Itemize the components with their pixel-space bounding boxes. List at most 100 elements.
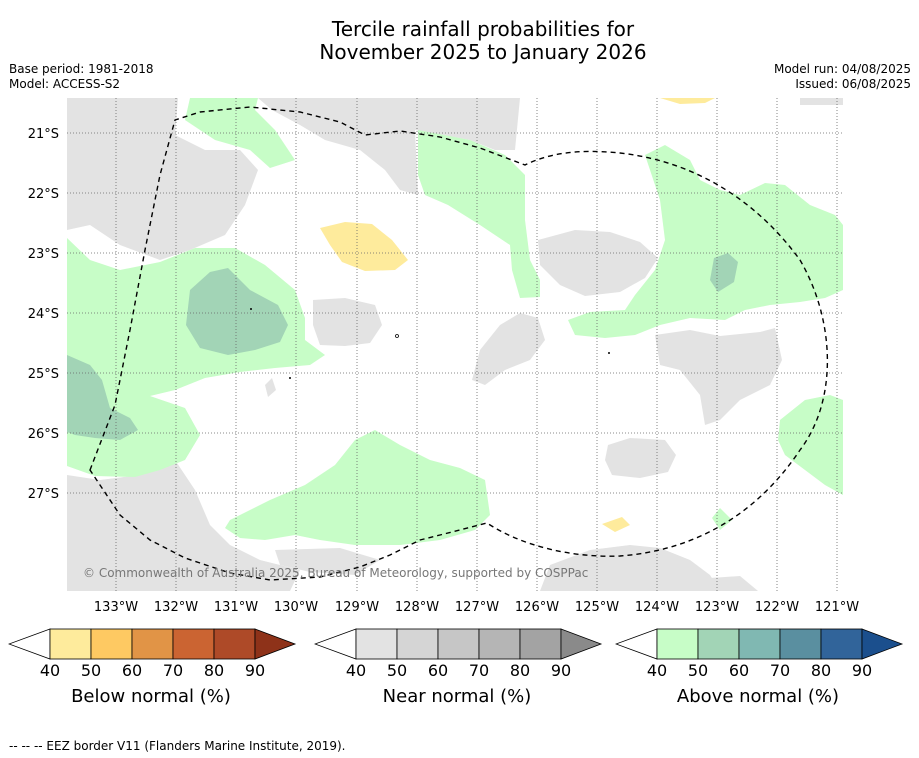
colorbar-extend-high xyxy=(560,628,603,660)
below-region-central xyxy=(320,222,408,271)
below-normal-40-regions xyxy=(320,98,715,532)
meta-left: Base period: 1981-2018 Model: ACCESS-S2 xyxy=(9,62,154,92)
legend-above-normal: 40 50 60 70 80 90 xyxy=(615,628,904,680)
near-region-south-center xyxy=(540,545,720,591)
colorbar-tick-label: 80 xyxy=(811,661,831,680)
above50-region-east xyxy=(710,253,738,292)
above-region-se xyxy=(778,395,843,495)
colorbar-swatch xyxy=(820,628,863,660)
colorbar-swatch xyxy=(355,628,398,660)
colorbar-tick-label: 90 xyxy=(551,661,571,680)
colorbar-swatch xyxy=(519,628,562,660)
colorbar-tick-label: 90 xyxy=(852,661,872,680)
above-normal-50-regions xyxy=(67,253,738,440)
lon-label: 131°W xyxy=(214,600,258,615)
colorbar-tick-label: 50 xyxy=(387,661,407,680)
colorbar-tick-label: 80 xyxy=(204,661,224,680)
colorbar: 40 50 60 70 80 90 xyxy=(8,628,297,680)
lon-label: 129°W xyxy=(335,600,379,615)
near-region-mid xyxy=(472,313,545,385)
base-period: Base period: 1981-2018 xyxy=(9,62,154,76)
colorbar-swatch xyxy=(213,628,256,660)
island-dot xyxy=(289,377,291,379)
colorbar-swatch xyxy=(656,628,699,660)
lon-label: 130°W xyxy=(274,600,318,615)
title-line-2: November 2025 to January 2026 xyxy=(319,40,647,64)
colorbar-swatch xyxy=(779,628,822,660)
footnote: -- -- -- EEZ border V11 (Flanders Marine… xyxy=(9,739,346,753)
island-dot xyxy=(250,308,252,310)
colorbar-swatch xyxy=(396,628,439,660)
colorbar-swatch xyxy=(478,628,521,660)
lon-label: 126°W xyxy=(515,600,559,615)
colorbar: 40 50 60 70 80 90 xyxy=(615,628,904,680)
colorbar-swatch xyxy=(131,628,174,660)
meta-right: Model run: 04/08/2025 Issued: 06/08/2025 xyxy=(774,62,911,92)
colorbar-tick-label: 70 xyxy=(770,661,790,680)
colorbar-tick-label: 60 xyxy=(428,661,448,680)
lat-label: 22°S xyxy=(28,187,59,202)
above-region-north-center xyxy=(418,130,540,298)
colorbar-tick-label: 80 xyxy=(510,661,530,680)
lon-label: 127°W xyxy=(455,600,499,615)
lon-label: 122°W xyxy=(755,600,799,615)
above-region-north xyxy=(185,98,295,168)
below-region-north xyxy=(660,98,715,104)
colorbar-extend-low xyxy=(314,628,357,660)
title-line-1: Tercile rainfall probabilities for xyxy=(331,17,635,41)
legend-label-above: Above normal (%) xyxy=(676,686,840,707)
legend-label-below: Below normal (%) xyxy=(71,686,231,707)
map: © Commonwealth of Australia 2025, Bureau… xyxy=(28,98,859,615)
colorbar-swatch xyxy=(172,628,215,660)
colorbar-extend-high xyxy=(861,628,904,660)
colorbar-swatch xyxy=(697,628,740,660)
lon-label: 124°W xyxy=(635,600,679,615)
lat-labels: 21°S 22°S 23°S 24°S 25°S 26°S 27°S xyxy=(28,127,59,502)
colorbar-tick-label: 40 xyxy=(647,661,667,680)
colorbar-swatch xyxy=(90,628,133,660)
map-regions: © Commonwealth of Australia 2025, Bureau… xyxy=(67,98,843,591)
lat-label: 21°S xyxy=(28,127,59,142)
legend-label-near: Near normal (%) xyxy=(382,686,532,707)
colorbar-tick-label: 70 xyxy=(163,661,183,680)
above-region-east xyxy=(568,145,843,338)
above-region-south xyxy=(225,430,490,545)
lat-label: 25°S xyxy=(28,367,59,382)
model-run: Model run: 04/08/2025 xyxy=(773,62,911,76)
lon-label: 128°W xyxy=(395,600,439,615)
lon-labels: 133°W 132°W 131°W 130°W 129°W 128°W 127°… xyxy=(94,600,859,615)
colorbar-tick-label: 90 xyxy=(245,661,265,680)
colorbar-tick-label: 60 xyxy=(729,661,749,680)
colorbar-swatch xyxy=(49,628,92,660)
near-normal-regions xyxy=(67,98,843,591)
colorbar: 40 50 60 70 80 90 xyxy=(314,628,603,680)
lat-label: 23°S xyxy=(28,247,59,262)
near-region-nw xyxy=(67,98,258,260)
near-region-sw xyxy=(67,460,300,591)
colorbar-swatch xyxy=(437,628,480,660)
graticule xyxy=(67,98,843,591)
near-region-se xyxy=(655,328,782,425)
island-dot xyxy=(608,352,610,354)
colorbar-tick-label: 50 xyxy=(81,661,101,680)
island-dot xyxy=(395,334,399,338)
lat-label: 27°S xyxy=(28,487,59,502)
colorbar-swatch xyxy=(738,628,781,660)
colorbar-extend-high xyxy=(254,628,297,660)
near-region-east-edge xyxy=(800,98,843,105)
chart-title: Tercile rainfall probabilities for Novem… xyxy=(0,18,919,64)
lon-label: 133°W xyxy=(94,600,138,615)
lon-label: 132°W xyxy=(154,600,198,615)
colorbar-tick-label: 40 xyxy=(346,661,366,680)
near-region-south-east xyxy=(605,438,676,478)
above50-region-west xyxy=(186,268,288,355)
model-name: Model: ACCESS-S2 xyxy=(9,77,121,91)
colorbar-tick-label: 50 xyxy=(688,661,708,680)
lon-label: 121°W xyxy=(815,600,859,615)
above50-region-sw xyxy=(67,355,138,440)
near-region-islet xyxy=(265,378,276,397)
near-region-se-corner xyxy=(705,576,758,591)
colorbar-extend-low xyxy=(615,628,658,660)
legend-below-normal: 40 50 60 70 80 90 xyxy=(8,628,297,680)
colorbar-extend-low xyxy=(8,628,51,660)
